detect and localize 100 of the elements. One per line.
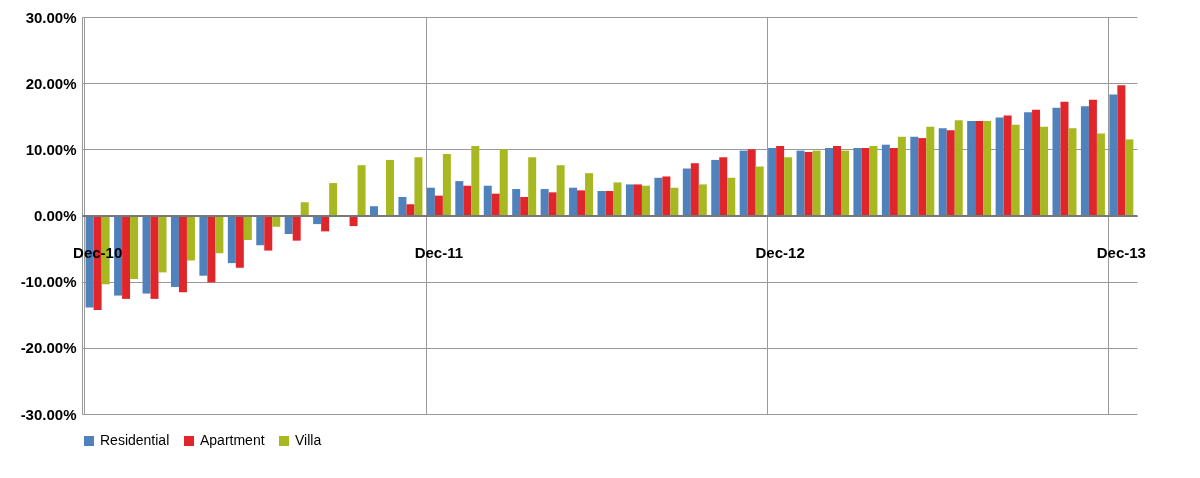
bar [739,150,748,216]
bar [825,148,833,216]
bar [178,215,187,293]
bar [938,128,947,216]
bar [995,117,1004,216]
x-tick-label: Dec-10 [73,244,123,261]
bar [747,149,756,216]
y-tick-label: -10.00% [20,273,77,291]
bar [698,184,707,216]
bar [1011,124,1020,216]
bar [170,215,179,287]
bar [370,206,379,216]
y-tick-label: 0.00% [33,207,77,224]
bar [256,215,265,246]
bar [207,215,216,283]
bar [768,148,777,216]
bar [150,215,159,299]
bar [243,215,252,240]
bar [946,130,955,216]
bar [463,185,472,216]
bar [897,136,906,216]
bar [329,183,338,216]
bar [804,151,813,216]
bar [556,165,565,216]
bar [215,215,224,254]
bar [520,196,529,216]
bar [1060,101,1069,216]
bar [528,157,537,216]
bar [1088,99,1097,216]
bar [426,187,435,216]
y-tick-label: 10.00% [25,140,77,158]
legend-label: Apartment [200,432,265,448]
x-tick-label: Dec-13 [1096,244,1146,261]
bar [1096,133,1105,216]
bar [633,184,642,216]
bar [1052,107,1061,216]
bar [1117,85,1126,216]
bar [625,184,634,216]
bar [983,120,992,216]
bar [727,177,736,216]
bar [442,153,451,216]
x-tick-label: Dec-11 [414,244,464,261]
bar [613,182,622,216]
y-tick-label: 30.00% [25,8,77,26]
bar [690,163,699,216]
bar [654,177,663,216]
bar [142,215,151,294]
bar [577,190,586,216]
y-tick-label: -30.00% [20,405,77,423]
bar [1109,94,1118,216]
bar [840,150,849,216]
bar [122,215,131,299]
bar [548,192,557,216]
bar [832,146,841,216]
bar [585,173,594,216]
bar [975,120,984,216]
bar [967,120,976,216]
bar [853,148,862,216]
bar [1040,126,1049,216]
bar [1068,128,1077,216]
bar [569,187,578,216]
bar [719,157,728,216]
bar [1125,139,1134,216]
legend-label: Residential [100,432,170,448]
bar [1080,106,1089,216]
bar [711,159,720,216]
bar [670,187,679,216]
x-tick-label: Dec-12 [755,244,805,261]
legend-label: Villa [295,432,322,448]
bar [1024,112,1033,216]
bar [910,136,919,216]
y-tick-label: 20.00% [25,74,77,92]
bar [227,215,236,264]
bar [406,204,415,216]
bar [512,189,521,216]
bar [881,144,890,216]
bar [954,120,963,216]
bar [869,146,878,216]
y-tick-label: -20.00% [20,339,77,357]
bar [540,189,549,216]
bar [784,157,793,216]
bar [889,148,898,216]
bar [199,215,208,276]
bar [491,193,500,216]
bar [662,176,671,216]
bar [471,146,480,216]
bar [357,165,366,216]
bar [292,215,301,241]
bar [386,159,394,216]
bar [812,150,821,216]
bar [1032,109,1041,216]
bar [284,215,293,235]
bar [434,195,443,216]
bar [235,215,244,268]
bar [130,215,139,280]
bar [1003,115,1012,216]
bar [861,148,870,216]
bar [414,157,423,216]
bar [796,150,805,216]
bar [158,215,167,273]
